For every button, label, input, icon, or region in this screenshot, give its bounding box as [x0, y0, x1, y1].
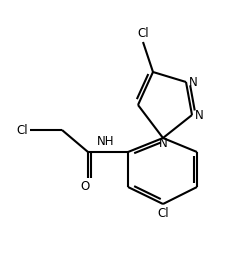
- Text: Cl: Cl: [16, 123, 28, 137]
- Text: O: O: [80, 180, 89, 193]
- Text: Cl: Cl: [137, 27, 148, 40]
- Text: NH: NH: [97, 135, 114, 148]
- Text: N: N: [194, 109, 203, 122]
- Text: Cl: Cl: [156, 207, 168, 220]
- Text: N: N: [188, 76, 197, 88]
- Text: N: N: [158, 137, 167, 150]
